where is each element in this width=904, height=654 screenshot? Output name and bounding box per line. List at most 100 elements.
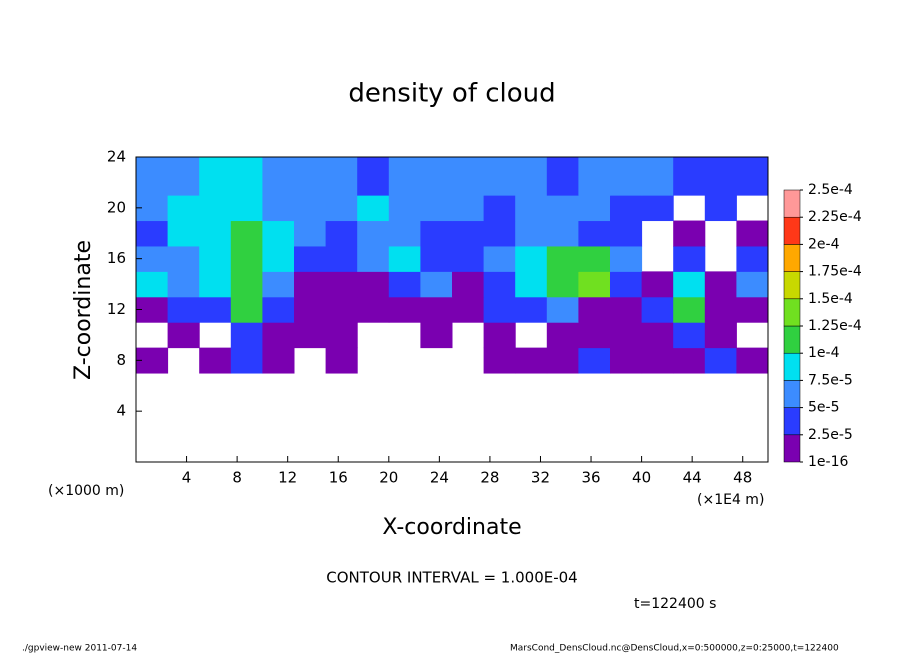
cell xyxy=(325,322,358,349)
cell xyxy=(673,157,706,196)
cell xyxy=(325,271,358,298)
cell xyxy=(610,245,643,272)
cell xyxy=(546,245,579,272)
colorbar-box xyxy=(783,271,801,300)
cell xyxy=(199,271,232,298)
cell xyxy=(325,220,358,247)
colorbar-box xyxy=(783,189,801,218)
cell xyxy=(357,296,390,323)
cell xyxy=(388,271,421,298)
cell xyxy=(515,220,548,247)
cell xyxy=(483,157,516,196)
cell xyxy=(546,195,579,222)
cell xyxy=(167,271,200,298)
x-tick-label: 16 xyxy=(329,469,348,487)
cell xyxy=(230,296,263,323)
cell xyxy=(704,271,737,298)
cell xyxy=(199,245,232,272)
cell xyxy=(262,157,295,196)
cell xyxy=(546,347,579,374)
x-tick-label: 48 xyxy=(733,469,752,487)
cell xyxy=(325,296,358,323)
cell xyxy=(641,271,674,298)
cell xyxy=(736,157,769,196)
y-tick-label: 24 xyxy=(107,148,126,166)
cell xyxy=(388,195,421,222)
cell xyxy=(167,245,200,272)
cell xyxy=(420,220,453,247)
x-tick-label: 40 xyxy=(632,469,651,487)
cell xyxy=(388,245,421,272)
cell xyxy=(546,322,579,349)
cell xyxy=(736,271,769,298)
cell xyxy=(578,347,611,374)
cell xyxy=(262,195,295,222)
cell xyxy=(483,347,516,374)
colorbar-label: 2.5e-5 xyxy=(808,427,853,443)
colorbar-label: 1e-4 xyxy=(808,345,840,361)
cell xyxy=(294,245,327,272)
cell xyxy=(610,195,643,222)
cell xyxy=(262,296,295,323)
colorbar-label: 2.25e-4 xyxy=(808,209,862,225)
cell xyxy=(673,296,706,323)
cell xyxy=(578,271,611,298)
colorbar-label: 2e-4 xyxy=(808,236,840,252)
colorbar-label: 1e-16 xyxy=(808,454,848,470)
cell xyxy=(420,296,453,323)
cell xyxy=(483,245,516,272)
x-tick-label: 44 xyxy=(683,469,702,487)
cell xyxy=(704,157,737,196)
cell xyxy=(610,271,643,298)
x-tick-label: 28 xyxy=(480,469,499,487)
cell xyxy=(230,195,263,222)
cell xyxy=(578,220,611,247)
cell xyxy=(262,271,295,298)
cell xyxy=(546,271,579,298)
colorbar-box xyxy=(783,244,801,272)
cell xyxy=(230,322,263,349)
cell xyxy=(230,245,263,272)
cell xyxy=(515,271,548,298)
colorbar-box xyxy=(783,298,801,327)
cell xyxy=(736,296,769,323)
cell xyxy=(136,157,169,196)
cell xyxy=(262,220,295,247)
cell xyxy=(357,195,390,222)
cell xyxy=(452,245,485,272)
cell xyxy=(199,157,232,196)
x-tick-label: 36 xyxy=(581,469,600,487)
cell xyxy=(294,220,327,247)
cell xyxy=(294,271,327,298)
cell xyxy=(578,322,611,349)
cell xyxy=(641,296,674,323)
cell xyxy=(452,296,485,323)
cell xyxy=(230,347,263,374)
cell xyxy=(483,322,516,349)
colorbar-label: 1.75e-4 xyxy=(808,264,862,280)
cell xyxy=(673,322,706,349)
y-tick-label: 8 xyxy=(116,351,126,369)
footer-left: ./gpview-new 2011-07-14 xyxy=(22,644,137,654)
cell xyxy=(325,245,358,272)
colorbar-box xyxy=(783,407,801,436)
x-axis-label: X-coordinate xyxy=(382,515,521,540)
cell xyxy=(546,220,579,247)
cell xyxy=(515,157,548,196)
cell xyxy=(167,157,200,196)
cell xyxy=(230,271,263,298)
cell xyxy=(483,220,516,247)
cell xyxy=(546,157,579,196)
cell xyxy=(167,322,200,349)
x-tick-label: 32 xyxy=(531,469,550,487)
cell xyxy=(578,296,611,323)
cell xyxy=(673,347,706,374)
colorbar-label: 1.25e-4 xyxy=(808,318,862,334)
colorbar-label: 7.5e-5 xyxy=(808,372,853,388)
cell xyxy=(641,157,674,196)
cell xyxy=(294,157,327,196)
y-tick-label: 16 xyxy=(107,249,126,267)
x-tick-label: 4 xyxy=(182,469,192,487)
cell xyxy=(167,220,200,247)
x-tick-label: 20 xyxy=(379,469,398,487)
